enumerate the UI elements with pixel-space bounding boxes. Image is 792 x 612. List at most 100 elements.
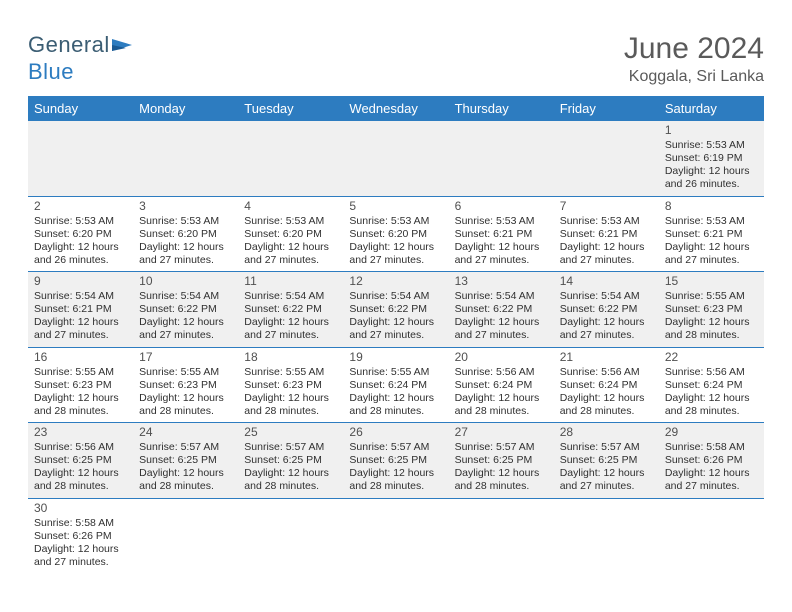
daylight-text: and 27 minutes. [139, 329, 232, 342]
day-number: 14 [560, 274, 653, 289]
calendar-cell [449, 121, 554, 196]
sunset-text: Sunset: 6:25 PM [560, 454, 653, 467]
calendar-cell: 5Sunrise: 5:53 AMSunset: 6:20 PMDaylight… [343, 196, 448, 272]
calendar-cell: 4Sunrise: 5:53 AMSunset: 6:20 PMDaylight… [238, 196, 343, 272]
calendar-row: 16Sunrise: 5:55 AMSunset: 6:23 PMDayligh… [28, 347, 764, 423]
sunrise-text: Sunrise: 5:55 AM [244, 366, 337, 379]
weekday-header: Friday [554, 96, 659, 121]
day-number: 27 [455, 425, 548, 440]
daylight-text: Daylight: 12 hours [139, 392, 232, 405]
sunset-text: Sunset: 6:22 PM [349, 303, 442, 316]
daylight-text: and 27 minutes. [665, 480, 758, 493]
calendar-cell: 10Sunrise: 5:54 AMSunset: 6:22 PMDayligh… [133, 272, 238, 348]
daylight-text: and 27 minutes. [349, 254, 442, 267]
day-number: 11 [244, 274, 337, 289]
brand-logo: GeneralBlue [28, 32, 134, 85]
sunrise-text: Sunrise: 5:54 AM [560, 290, 653, 303]
calendar-cell: 24Sunrise: 5:57 AMSunset: 6:25 PMDayligh… [133, 423, 238, 499]
daylight-text: and 28 minutes. [139, 405, 232, 418]
page-title: June 2024 [624, 32, 764, 66]
sunrise-text: Sunrise: 5:56 AM [34, 441, 127, 454]
calendar-cell: 12Sunrise: 5:54 AMSunset: 6:22 PMDayligh… [343, 272, 448, 348]
daylight-text: Daylight: 12 hours [455, 241, 548, 254]
day-number: 10 [139, 274, 232, 289]
sunset-text: Sunset: 6:21 PM [34, 303, 127, 316]
daylight-text: Daylight: 12 hours [139, 241, 232, 254]
sunset-text: Sunset: 6:24 PM [560, 379, 653, 392]
calendar-cell: 16Sunrise: 5:55 AMSunset: 6:23 PMDayligh… [28, 347, 133, 423]
calendar-cell: 8Sunrise: 5:53 AMSunset: 6:21 PMDaylight… [659, 196, 764, 272]
daylight-text: Daylight: 12 hours [665, 467, 758, 480]
calendar-cell: 7Sunrise: 5:53 AMSunset: 6:21 PMDaylight… [554, 196, 659, 272]
sunrise-text: Sunrise: 5:55 AM [349, 366, 442, 379]
logo-general: General [28, 32, 110, 57]
sunrise-text: Sunrise: 5:54 AM [34, 290, 127, 303]
daylight-text: and 28 minutes. [244, 405, 337, 418]
daylight-text: and 28 minutes. [139, 480, 232, 493]
daylight-text: Daylight: 12 hours [34, 316, 127, 329]
calendar-cell: 15Sunrise: 5:55 AMSunset: 6:23 PMDayligh… [659, 272, 764, 348]
daylight-text: and 27 minutes. [34, 329, 127, 342]
title-block: June 2024 Koggala, Sri Lanka [624, 32, 764, 86]
calendar-cell: 6Sunrise: 5:53 AMSunset: 6:21 PMDaylight… [449, 196, 554, 272]
daylight-text: and 28 minutes. [349, 405, 442, 418]
day-number: 5 [349, 199, 442, 214]
sunrise-text: Sunrise: 5:57 AM [560, 441, 653, 454]
sunset-text: Sunset: 6:20 PM [244, 228, 337, 241]
daylight-text: Daylight: 12 hours [665, 241, 758, 254]
calendar-cell [133, 121, 238, 196]
calendar-cell [343, 121, 448, 196]
day-number: 1 [665, 123, 758, 138]
day-number: 7 [560, 199, 653, 214]
daylight-text: Daylight: 12 hours [349, 316, 442, 329]
daylight-text: and 27 minutes. [244, 329, 337, 342]
logo-text: GeneralBlue [28, 32, 134, 85]
day-number: 20 [455, 350, 548, 365]
day-number: 12 [349, 274, 442, 289]
daylight-text: Daylight: 12 hours [560, 316, 653, 329]
sunrise-text: Sunrise: 5:54 AM [455, 290, 548, 303]
sunset-text: Sunset: 6:20 PM [349, 228, 442, 241]
calendar-cell: 22Sunrise: 5:56 AMSunset: 6:24 PMDayligh… [659, 347, 764, 423]
sunset-text: Sunset: 6:25 PM [455, 454, 548, 467]
calendar-cell: 19Sunrise: 5:55 AMSunset: 6:24 PMDayligh… [343, 347, 448, 423]
daylight-text: Daylight: 12 hours [244, 392, 337, 405]
calendar-cell [343, 498, 448, 573]
calendar-cell: 25Sunrise: 5:57 AMSunset: 6:25 PMDayligh… [238, 423, 343, 499]
weekday-header: Wednesday [343, 96, 448, 121]
daylight-text: and 27 minutes. [455, 329, 548, 342]
daylight-text: Daylight: 12 hours [34, 392, 127, 405]
sunset-text: Sunset: 6:21 PM [560, 228, 653, 241]
sunset-text: Sunset: 6:23 PM [665, 303, 758, 316]
calendar-row: 23Sunrise: 5:56 AMSunset: 6:25 PMDayligh… [28, 423, 764, 499]
sunrise-text: Sunrise: 5:58 AM [665, 441, 758, 454]
day-number: 9 [34, 274, 127, 289]
sunrise-text: Sunrise: 5:56 AM [665, 366, 758, 379]
daylight-text: and 28 minutes. [455, 405, 548, 418]
calendar-cell [238, 121, 343, 196]
daylight-text: and 28 minutes. [34, 480, 127, 493]
day-number: 2 [34, 199, 127, 214]
daylight-text: and 28 minutes. [455, 480, 548, 493]
sunrise-text: Sunrise: 5:53 AM [244, 215, 337, 228]
sunset-text: Sunset: 6:22 PM [455, 303, 548, 316]
daylight-text: Daylight: 12 hours [455, 316, 548, 329]
sunset-text: Sunset: 6:19 PM [665, 152, 758, 165]
daylight-text: Daylight: 12 hours [665, 316, 758, 329]
calendar-row: 1Sunrise: 5:53 AMSunset: 6:19 PMDaylight… [28, 121, 764, 196]
day-number: 13 [455, 274, 548, 289]
weekday-header: Saturday [659, 96, 764, 121]
sunset-text: Sunset: 6:25 PM [34, 454, 127, 467]
daylight-text: Daylight: 12 hours [560, 392, 653, 405]
calendar-cell: 9Sunrise: 5:54 AMSunset: 6:21 PMDaylight… [28, 272, 133, 348]
day-number: 24 [139, 425, 232, 440]
sunset-text: Sunset: 6:26 PM [665, 454, 758, 467]
daylight-text: Daylight: 12 hours [349, 392, 442, 405]
daylight-text: and 26 minutes. [34, 254, 127, 267]
weekday-header: Sunday [28, 96, 133, 121]
calendar-cell: 20Sunrise: 5:56 AMSunset: 6:24 PMDayligh… [449, 347, 554, 423]
sunset-text: Sunset: 6:20 PM [34, 228, 127, 241]
sunrise-text: Sunrise: 5:53 AM [139, 215, 232, 228]
day-number: 4 [244, 199, 337, 214]
sunrise-text: Sunrise: 5:54 AM [349, 290, 442, 303]
